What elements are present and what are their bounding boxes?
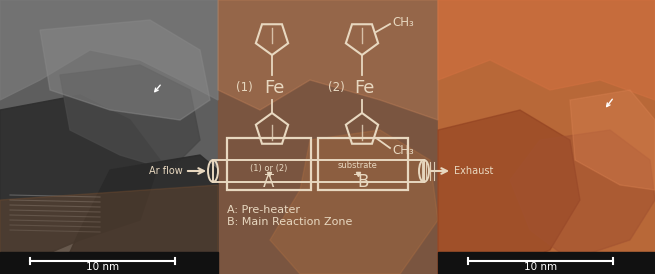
Polygon shape (570, 90, 655, 190)
Polygon shape (438, 110, 580, 274)
Polygon shape (0, 95, 160, 274)
Text: A: Pre-heater: A: Pre-heater (227, 205, 300, 215)
Polygon shape (218, 0, 438, 120)
Text: 10 nm: 10 nm (525, 262, 557, 272)
Text: Exhaust: Exhaust (454, 166, 493, 176)
Text: B: B (358, 173, 369, 191)
Text: CH₃: CH₃ (392, 16, 414, 28)
Text: substrate: substrate (338, 161, 378, 170)
Text: Fe: Fe (264, 79, 284, 97)
Bar (438, 0, 655, 274)
Polygon shape (0, 0, 218, 100)
Bar (0, 0, 218, 274)
Bar (318, 138, 408, 190)
Polygon shape (510, 130, 655, 260)
Text: B: Main Reaction Zone: B: Main Reaction Zone (227, 217, 352, 227)
Text: (1) or (2): (1) or (2) (250, 164, 288, 173)
Text: Fe: Fe (354, 79, 374, 97)
Bar (0, 252, 218, 274)
Text: Ar flow: Ar flow (149, 166, 183, 176)
Bar (213, 160, 424, 182)
Polygon shape (270, 130, 438, 274)
Text: A: A (263, 173, 274, 191)
Polygon shape (438, 0, 655, 100)
Polygon shape (0, 185, 218, 274)
Polygon shape (40, 20, 210, 120)
Bar (227, 138, 311, 190)
Bar (438, 252, 655, 274)
Bar (218, 0, 438, 274)
Text: 10 nm: 10 nm (86, 262, 120, 272)
Text: (1): (1) (236, 81, 252, 95)
Polygon shape (60, 65, 200, 170)
Text: (2): (2) (328, 81, 345, 95)
Polygon shape (60, 155, 218, 274)
Text: CH₃: CH₃ (392, 144, 414, 156)
